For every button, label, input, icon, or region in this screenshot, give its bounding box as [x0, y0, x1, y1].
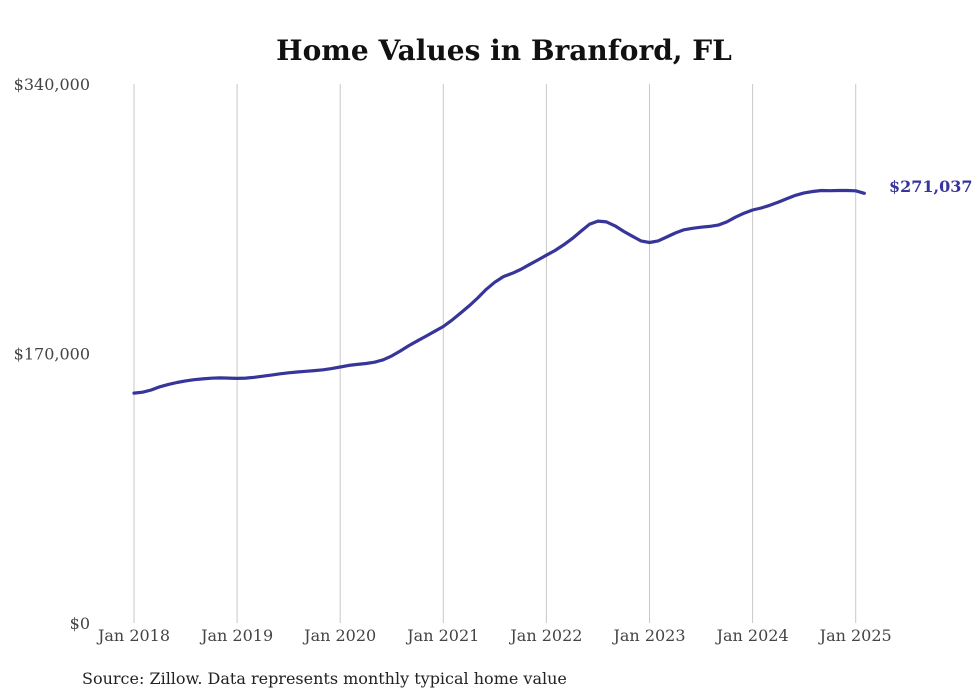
series-line	[132, 188, 866, 395]
x-gridlines	[133, 84, 857, 623]
x-tick-label: Jan 2019	[199, 626, 273, 645]
x-tick-label: Jan 2025	[818, 626, 892, 645]
y-tick-label: $340,000	[14, 75, 90, 94]
x-tick-label: Jan 2018	[96, 626, 170, 645]
y-tick-label: $170,000	[14, 345, 90, 364]
x-tick-label: Jan 2023	[611, 626, 685, 645]
end-value-label: $271,037	[889, 177, 973, 196]
x-axis-ticks: Jan 2018 Jan 2019 Jan 2020 Jan 2021 Jan 2022…	[96, 626, 892, 645]
x-tick-label: Jan 2020	[302, 626, 376, 645]
y-axis-ticks: $0 $170,000 $340,000	[14, 75, 90, 633]
x-tick-label: Jan 2022	[508, 626, 582, 645]
y-tick-label: $0	[70, 614, 90, 633]
x-tick-label: Jan 2021	[405, 626, 479, 645]
source-note: Source: Zillow. Data represents monthly …	[82, 669, 567, 688]
x-tick-label: Jan 2024	[715, 626, 789, 645]
chart-title: Home Values in Branford, FL	[276, 34, 732, 67]
